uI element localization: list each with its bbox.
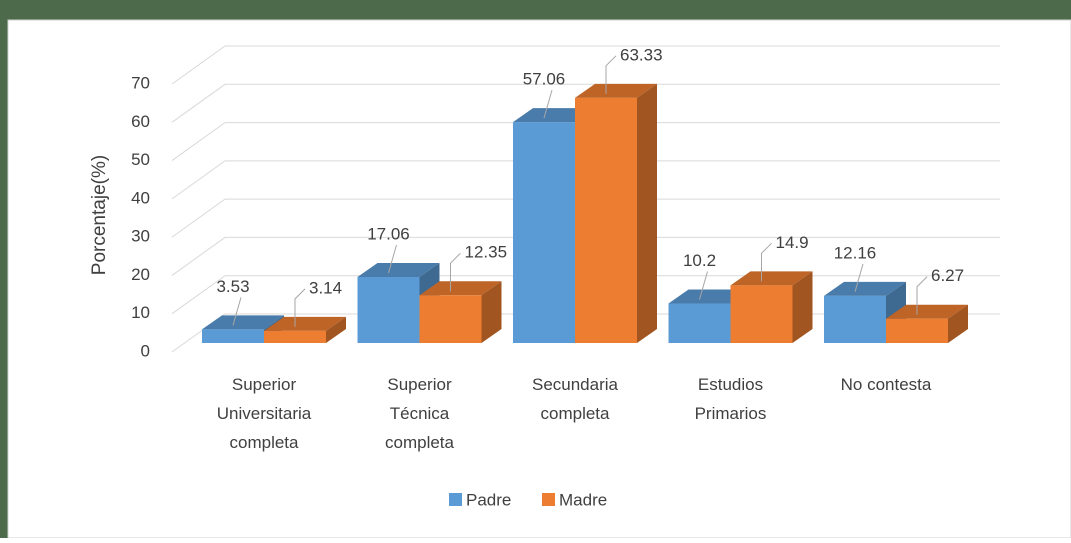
x-tick-label: No contesta xyxy=(841,375,932,394)
data-label: 12.16 xyxy=(834,243,877,262)
legend-label: Madre xyxy=(559,490,607,509)
bar xyxy=(731,271,813,343)
data-label: 17.06 xyxy=(367,224,410,243)
data-label: 3.14 xyxy=(309,278,342,297)
data-label: 10.2 xyxy=(683,251,716,270)
bar-front xyxy=(358,277,420,343)
bar-side xyxy=(637,84,657,343)
bar xyxy=(420,281,502,343)
legend-swatch xyxy=(542,493,555,506)
bar xyxy=(886,305,968,343)
y-tick-label: 0 xyxy=(141,341,150,360)
bar-front xyxy=(886,319,948,343)
legend-label: Padre xyxy=(466,490,511,509)
chart: Porcentaje(%) 0 10 20 30 40 50 60 70 3.53 3.14 Sup… xyxy=(0,0,1071,538)
bar-front xyxy=(731,285,793,343)
bar xyxy=(575,84,657,343)
page: Porcentaje(%) 0 10 20 30 40 50 60 70 3.53 3.14 Sup… xyxy=(0,0,1071,543)
bar-front xyxy=(420,295,482,343)
bar-front xyxy=(202,329,264,343)
y-tick-label: 10 xyxy=(131,303,150,322)
y-tick-label: 60 xyxy=(131,112,150,131)
bar-front xyxy=(264,331,326,343)
y-tick-label: 20 xyxy=(131,265,150,284)
y-tick-label: 50 xyxy=(131,150,150,169)
y-axis-title: Porcentaje(%) xyxy=(89,155,110,275)
y-tick-label: 30 xyxy=(131,227,150,246)
bar-front xyxy=(669,304,731,343)
bar-front xyxy=(513,122,575,343)
bar-front xyxy=(824,296,886,343)
data-label: 63.33 xyxy=(620,45,663,64)
y-tick-label: 70 xyxy=(131,73,150,92)
bar-front xyxy=(575,98,637,343)
data-label: 14.9 xyxy=(776,233,809,252)
data-label: 57.06 xyxy=(523,70,566,89)
data-label: 12.35 xyxy=(465,243,508,262)
data-label: 3.53 xyxy=(216,277,249,296)
data-label: 6.27 xyxy=(931,266,964,285)
y-tick-label: 40 xyxy=(131,188,150,207)
legend-swatch xyxy=(449,493,462,506)
